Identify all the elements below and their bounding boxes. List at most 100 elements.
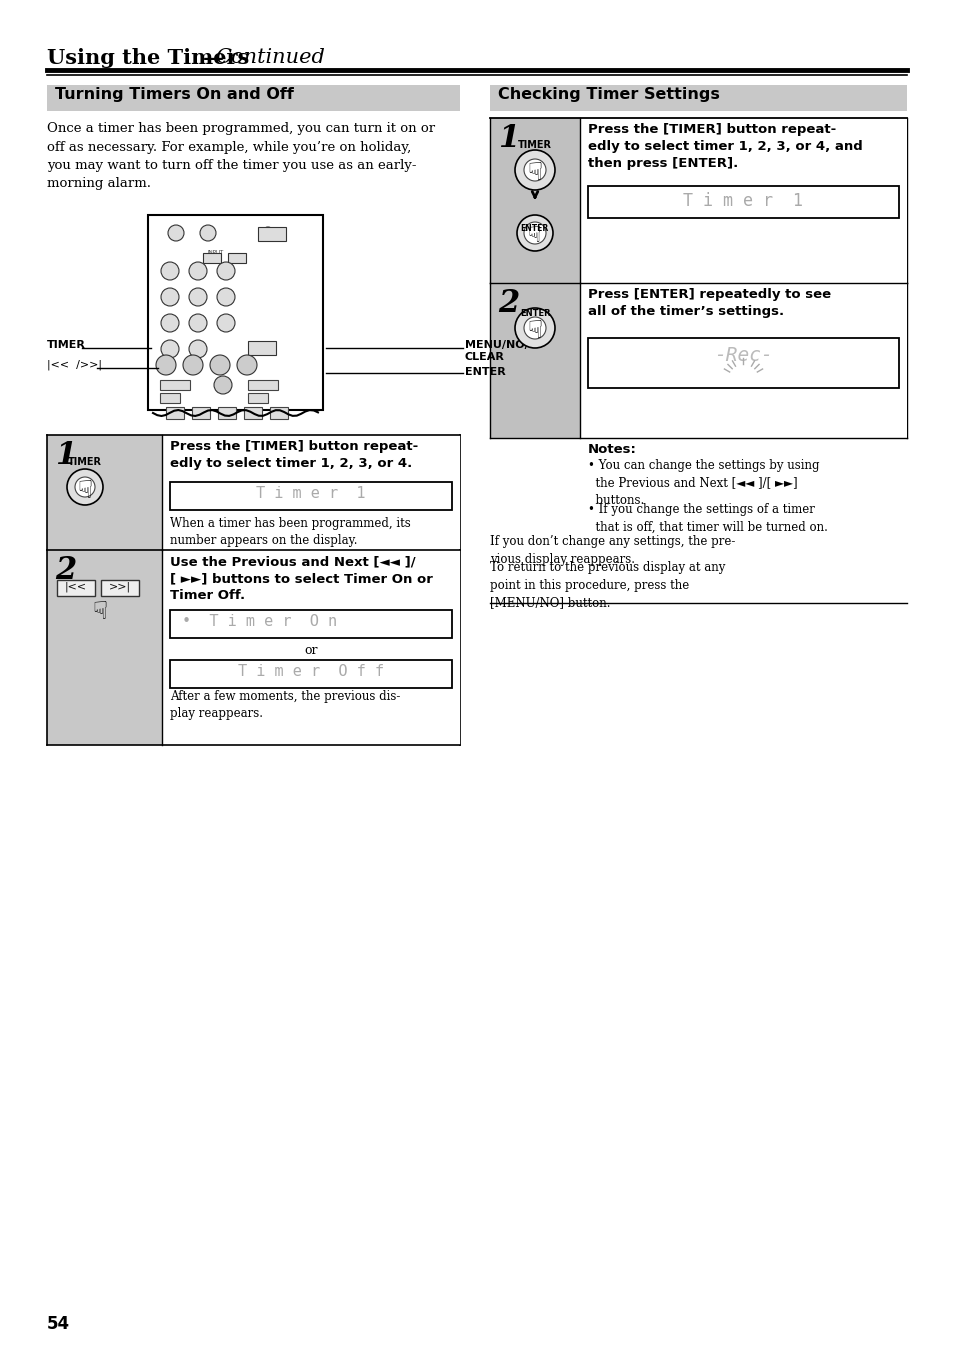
- Text: If you don’t change any settings, the pre-
vious display reappears.: If you don’t change any settings, the pr…: [490, 535, 735, 566]
- Text: Notes:: Notes:: [587, 443, 637, 456]
- Text: or: or: [304, 644, 317, 656]
- Circle shape: [75, 477, 95, 497]
- Bar: [579, 119, 906, 283]
- Bar: [490, 85, 906, 111]
- Circle shape: [183, 355, 203, 375]
- Text: •  T i m e r  O n: • T i m e r O n: [182, 613, 336, 630]
- Text: ENTER: ENTER: [519, 309, 550, 318]
- Text: TIMER: TIMER: [517, 140, 552, 150]
- Circle shape: [161, 314, 179, 332]
- Text: • You can change the settings by using
  the Previous and Next [◄◄ ]/[ ►►]
  but: • You can change the settings by using t…: [587, 460, 819, 507]
- Text: Press [ENTER] repeatedly to see
all of the timer’s settings.: Press [ENTER] repeatedly to see all of t…: [587, 288, 830, 318]
- Bar: [218, 407, 235, 419]
- Bar: [47, 85, 459, 111]
- Text: When a timer has been programmed, its
number appears on the display.: When a timer has been programmed, its nu…: [170, 518, 411, 547]
- Text: 54: 54: [47, 1316, 71, 1333]
- Circle shape: [216, 288, 234, 306]
- Text: Use the Previous and Next [◄◄ ]/
[ ►►] buttons to select Timer On or
Timer Off.: Use the Previous and Next [◄◄ ]/ [ ►►] b…: [170, 555, 433, 603]
- Circle shape: [189, 262, 207, 280]
- Text: 2: 2: [55, 555, 76, 586]
- Bar: [160, 380, 190, 390]
- Text: 1: 1: [55, 439, 76, 470]
- Text: 2: 2: [497, 288, 518, 319]
- Circle shape: [168, 225, 184, 241]
- Circle shape: [67, 469, 103, 506]
- Text: After a few moments, the previous dis-
play reappears.: After a few moments, the previous dis- p…: [170, 690, 400, 720]
- Bar: [148, 214, 323, 410]
- Bar: [47, 550, 459, 745]
- Text: T i m e r  1: T i m e r 1: [256, 487, 365, 501]
- Bar: [587, 338, 898, 388]
- Text: ☟: ☟: [526, 160, 541, 185]
- Text: ☟: ☟: [526, 319, 541, 342]
- Text: |<<: |<<: [65, 582, 87, 593]
- Text: ☟: ☟: [526, 226, 540, 245]
- Circle shape: [262, 226, 274, 239]
- Circle shape: [161, 262, 179, 280]
- Text: 1: 1: [497, 123, 518, 154]
- Circle shape: [523, 317, 545, 338]
- Bar: [248, 394, 268, 403]
- Text: |<<  />>|: |<< />>|: [47, 360, 102, 371]
- Circle shape: [156, 355, 175, 375]
- Text: -Rec-: -Rec-: [714, 346, 772, 365]
- Text: MENU/NO/: MENU/NO/: [464, 340, 528, 350]
- Circle shape: [515, 307, 555, 348]
- Bar: [257, 226, 286, 241]
- Bar: [57, 580, 95, 596]
- Text: ☟: ☟: [77, 479, 92, 503]
- Text: ENTER: ENTER: [519, 224, 548, 233]
- Bar: [170, 483, 452, 510]
- Bar: [166, 407, 184, 419]
- Bar: [248, 341, 275, 355]
- Text: >>|: >>|: [109, 582, 131, 593]
- Text: • If you change the settings of a timer
  that is off, that timer will be turned: • If you change the settings of a timer …: [587, 503, 827, 534]
- Text: CLEAR: CLEAR: [464, 352, 504, 363]
- Circle shape: [189, 288, 207, 306]
- Text: —: —: [203, 49, 224, 67]
- Bar: [490, 283, 906, 438]
- Text: Once a timer has been programmed, you can turn it on or
off as necessary. For ex: Once a timer has been programmed, you ca…: [47, 123, 435, 190]
- Circle shape: [189, 314, 207, 332]
- Circle shape: [200, 225, 215, 241]
- Bar: [228, 253, 246, 263]
- Circle shape: [523, 159, 545, 181]
- Text: Using the Timers: Using the Timers: [47, 49, 249, 67]
- Circle shape: [213, 376, 232, 394]
- Text: TIMER: TIMER: [68, 457, 102, 466]
- Text: INPUT: INPUT: [208, 249, 224, 255]
- Bar: [47, 435, 459, 550]
- Circle shape: [189, 340, 207, 359]
- Bar: [490, 119, 906, 283]
- Circle shape: [210, 355, 230, 375]
- Text: To return to the previous display at any
point in this procedure, press the
[MEN: To return to the previous display at any…: [490, 561, 724, 609]
- Bar: [270, 407, 288, 419]
- Bar: [160, 394, 180, 403]
- Circle shape: [515, 150, 555, 190]
- Bar: [203, 253, 221, 263]
- Bar: [587, 186, 898, 218]
- Bar: [248, 380, 277, 390]
- Bar: [170, 611, 452, 638]
- Text: TIMER: TIMER: [47, 340, 86, 350]
- Circle shape: [216, 262, 234, 280]
- Text: T i m e r  O f f: T i m e r O f f: [237, 665, 384, 679]
- Bar: [192, 407, 210, 419]
- Circle shape: [523, 222, 545, 244]
- Text: Turning Timers On and Off: Turning Timers On and Off: [55, 88, 294, 102]
- Text: ENTER: ENTER: [464, 367, 505, 377]
- Text: T i m e r  1: T i m e r 1: [682, 191, 802, 210]
- Circle shape: [236, 355, 256, 375]
- Text: ☟: ☟: [91, 600, 107, 624]
- Circle shape: [517, 214, 553, 251]
- Bar: [101, 580, 139, 596]
- Bar: [162, 550, 459, 745]
- Text: Press the [TIMER] button repeat-
edly to select timer 1, 2, 3, or 4, and
then pr: Press the [TIMER] button repeat- edly to…: [587, 123, 862, 170]
- Text: Press the [TIMER] button repeat-
edly to select timer 1, 2, 3, or 4.: Press the [TIMER] button repeat- edly to…: [170, 439, 417, 470]
- Bar: [170, 661, 452, 687]
- Bar: [579, 283, 906, 438]
- Bar: [244, 407, 262, 419]
- Bar: [162, 435, 459, 550]
- Text: Continued: Continued: [214, 49, 325, 67]
- Circle shape: [161, 340, 179, 359]
